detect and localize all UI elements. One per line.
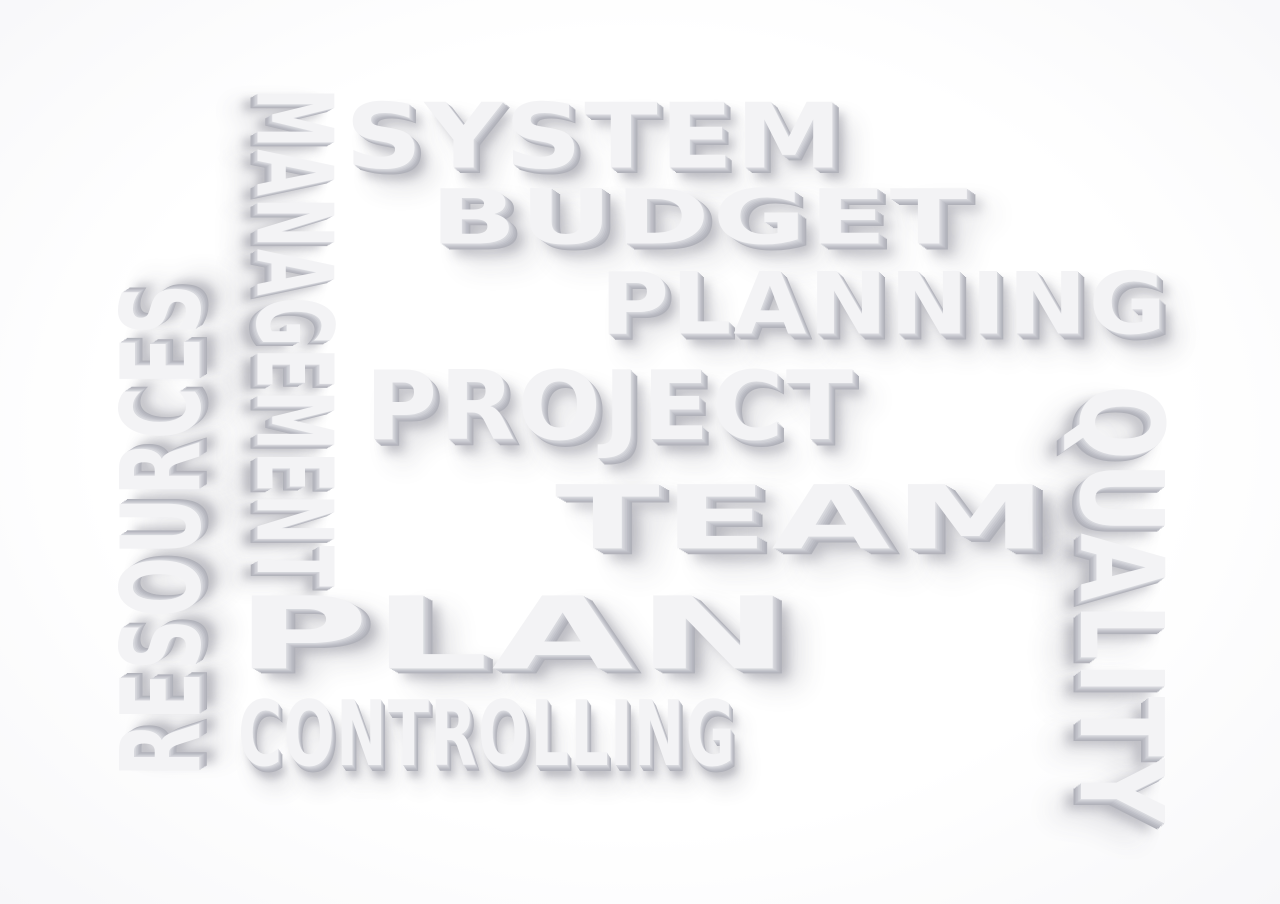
word-quality: QUALITY — [1053, 385, 1188, 825]
word-planning: PLANNING — [600, 254, 1169, 355]
word-system: SYSTEM — [345, 83, 845, 190]
word-budget: BUDGET — [430, 173, 971, 262]
word-controlling: CONTROLLING — [238, 682, 737, 787]
word-team: TEAM — [555, 467, 1051, 570]
word-project: PROJECT — [365, 351, 856, 463]
word-plan: PLAN — [235, 576, 793, 693]
word-management: MANAGEMENT — [231, 87, 355, 589]
word-resources: RESOURCES — [98, 282, 227, 777]
